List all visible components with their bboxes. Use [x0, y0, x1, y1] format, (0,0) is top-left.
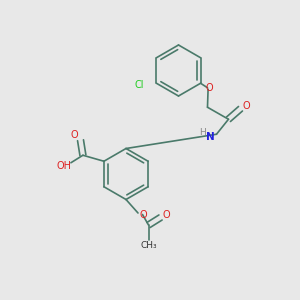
- Text: O: O: [71, 130, 78, 140]
- Text: O: O: [206, 83, 213, 93]
- Text: N: N: [206, 132, 214, 142]
- Text: OH: OH: [57, 161, 72, 171]
- Text: CH₃: CH₃: [140, 241, 157, 250]
- Text: O: O: [140, 209, 147, 220]
- Text: O: O: [242, 101, 250, 111]
- Text: Cl: Cl: [135, 80, 144, 90]
- Text: O: O: [162, 209, 170, 220]
- Text: H: H: [199, 128, 206, 137]
